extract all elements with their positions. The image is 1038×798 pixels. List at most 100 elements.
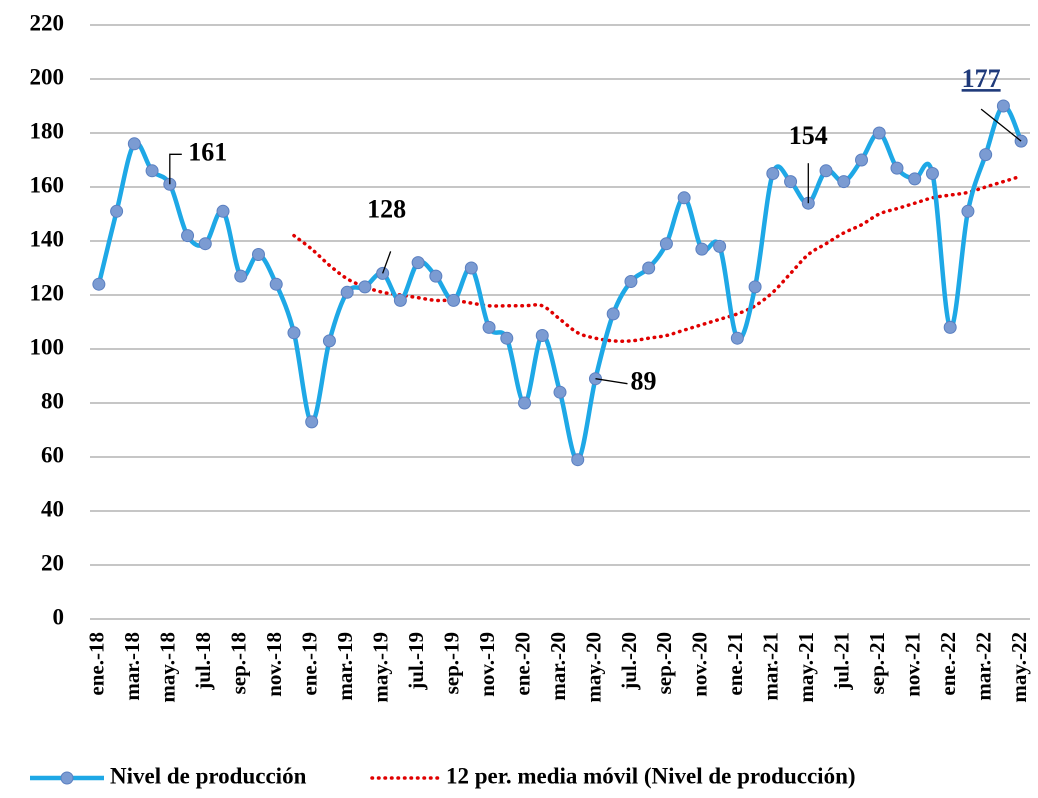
series-line [96,103,1024,462]
x-tick-label: may.-18 [156,632,180,703]
point-marker [695,242,709,256]
point-marker [145,164,159,178]
point-marker [642,261,656,275]
point-marker [447,293,461,307]
y-tick-label: 140 [30,226,65,251]
point-marker [464,261,478,275]
point-marker [92,277,106,291]
x-tick-label: nov.-19 [475,632,499,697]
point-marker [411,256,425,270]
point-marker [518,396,532,410]
y-tick-label: 0 [53,604,65,629]
point-marker [996,99,1010,113]
data-label: 161 [188,137,227,166]
legend-marker [60,771,74,785]
point-marker [659,237,673,251]
y-tick-label: 20 [41,550,64,575]
point-marker [925,167,939,180]
data-label: 89 [630,367,656,396]
data-label: 177 [962,64,1001,93]
y-tick-label: 100 [30,334,65,359]
x-tick-label: nov.-20 [688,632,712,697]
point-marker [500,331,514,345]
legend-label: Nivel de producción [110,763,307,788]
x-tick-label: mar.-18 [120,632,144,701]
point-marker [181,229,195,243]
x-tick-label: nov.-21 [901,632,925,697]
point-marker [234,269,248,283]
point-marker [748,280,762,294]
point-marker [535,329,549,342]
point-marker [837,175,851,189]
x-tick-label: mar.-21 [759,632,783,701]
point-marker [855,153,869,167]
x-tick-label: ene.-20 [510,632,534,696]
point-marker [110,204,124,218]
data-label: 128 [367,194,406,223]
point-marker [713,239,727,253]
leader-line [382,251,392,274]
point-marker [322,334,336,348]
point-marker [908,172,922,186]
point-marker [127,137,141,151]
y-tick-label: 40 [41,496,64,521]
y-tick-label: 180 [30,118,65,143]
point-marker [766,167,780,180]
x-tick-label: jul.-18 [191,632,215,691]
point-marker [287,326,301,340]
x-tick-label: sep.-21 [865,632,889,694]
x-tick-label: sep.-20 [652,632,676,694]
point-marker [198,237,212,251]
point-marker [677,191,691,205]
y-tick-label: 220 [30,10,65,35]
leader-line [595,378,628,385]
x-tick-label: jul.-20 [617,632,641,691]
leader-line [169,153,182,185]
point-marker [624,275,638,288]
point-marker [393,293,407,307]
point-marker [961,204,975,218]
x-tick-label: mar.-20 [546,632,570,701]
x-tick-label: jul.-21 [830,632,854,691]
x-tick-label: mar.-19 [333,632,357,701]
y-tick-label: 60 [41,442,64,467]
y-tick-label: 200 [30,64,65,89]
x-tick-label: ene.-19 [298,632,322,696]
x-tick-label: mar.-22 [971,632,995,701]
point-marker [943,320,957,334]
point-marker [553,385,567,399]
point-marker [358,280,372,294]
point-marker [482,320,496,334]
y-tick-label: 160 [30,172,65,197]
x-tick-label: jul.-19 [404,632,428,691]
x-tick-label: sep.-18 [227,632,251,694]
point-marker [340,285,354,299]
point-marker [305,415,319,429]
point-marker [819,164,833,178]
x-tick-label: ene.-18 [85,632,109,696]
data-label: 154 [789,121,828,150]
legend-label: 12 per. media móvil (Nivel de producción… [446,763,856,788]
point-marker [979,148,993,162]
x-tick-label: sep.-19 [439,632,463,694]
y-tick-label: 80 [41,388,64,413]
point-marker [251,248,265,261]
point-marker [429,269,443,283]
y-tick-label: 120 [30,280,65,305]
point-marker [216,204,230,218]
point-marker [730,331,744,345]
x-tick-label: nov.-18 [262,632,286,697]
x-tick-label: ene.-21 [723,632,747,696]
leader-line [980,108,1022,142]
x-tick-label: may.-22 [1007,632,1031,703]
x-tick-label: may.-20 [581,632,605,703]
point-marker [890,161,904,175]
point-marker [571,453,585,467]
x-tick-label: ene.-22 [936,632,960,696]
point-marker [606,307,620,321]
point-marker [872,126,886,140]
x-tick-label: may.-21 [794,632,818,703]
point-marker [784,175,798,189]
